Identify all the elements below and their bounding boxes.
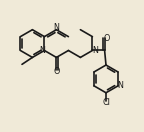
Text: O: O <box>53 67 60 76</box>
Text: N: N <box>39 46 45 55</box>
Text: N: N <box>92 46 98 55</box>
Text: Cl: Cl <box>102 98 110 107</box>
Text: N: N <box>118 81 123 90</box>
Text: O: O <box>104 34 110 43</box>
Text: N: N <box>53 23 59 32</box>
